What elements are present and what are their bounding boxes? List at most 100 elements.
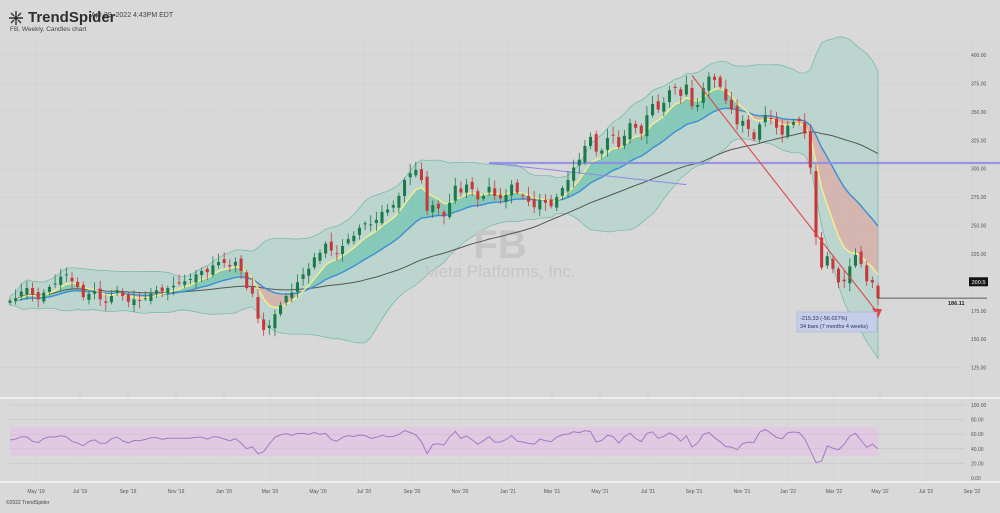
- rsi-tick-label: 100.00: [971, 403, 987, 409]
- candle: [594, 134, 598, 152]
- candle: [791, 122, 795, 125]
- candle: [560, 188, 564, 196]
- brand-logo[interactable]: TrendSpider: [8, 9, 116, 26]
- ema-cloud-segment: [669, 104, 676, 137]
- candle: [279, 305, 283, 315]
- ema-cloud-segment: [573, 179, 580, 195]
- ema-cloud-segment: [652, 120, 659, 148]
- candle: [183, 281, 187, 285]
- candle: [352, 235, 356, 242]
- candle: [262, 319, 266, 331]
- y-tick-label: 275.00: [971, 195, 987, 201]
- candle: [589, 136, 593, 146]
- candle: [628, 123, 632, 140]
- watermark-ticker: FB: [473, 223, 526, 267]
- ema-cloud-segment: [658, 115, 664, 145]
- ema-cloud-segment: [641, 130, 647, 157]
- candle: [775, 118, 779, 128]
- x-tick-label: Jul '20: [357, 489, 372, 495]
- candle: [487, 186, 491, 193]
- brand-name: TrendSpider: [28, 9, 116, 26]
- candle: [31, 288, 35, 295]
- candle: [453, 185, 457, 201]
- candle: [527, 195, 531, 202]
- x-tick-label: May '20: [309, 489, 327, 495]
- ema-cloud-segment: [331, 259, 337, 277]
- ema-cloud-segment: [782, 118, 788, 125]
- candle: [36, 292, 40, 300]
- candle: [476, 191, 480, 200]
- ema-cloud-segment: [336, 256, 343, 275]
- x-tick-label: Nov '21: [734, 489, 751, 495]
- candle: [673, 86, 677, 89]
- candle: [357, 227, 361, 236]
- candle: [222, 259, 226, 264]
- candle: [233, 261, 237, 266]
- candle: [645, 115, 649, 137]
- candle: [194, 274, 198, 283]
- candle: [769, 118, 773, 120]
- candle: [707, 76, 711, 91]
- candle: [667, 90, 671, 103]
- candle: [808, 132, 812, 168]
- candle: [47, 286, 51, 292]
- candle: [166, 288, 170, 294]
- ema-cloud-segment: [663, 109, 670, 141]
- y-tick-label: 300.00: [971, 167, 987, 173]
- ema-cloud-segment: [517, 192, 523, 200]
- candle: [820, 237, 824, 268]
- ema-cloud-segment: [314, 272, 320, 287]
- candle: [301, 274, 305, 279]
- ema-cloud-segment: [861, 205, 867, 263]
- y-tick-label: 375.00: [971, 81, 987, 87]
- candle: [245, 272, 249, 289]
- candle: [634, 123, 638, 128]
- ema-cloud-segment: [697, 97, 704, 122]
- y-tick-label: 325.00: [971, 138, 987, 144]
- candle: [825, 256, 829, 266]
- candle: [470, 181, 474, 190]
- candle: [448, 202, 452, 218]
- candle: [14, 298, 18, 302]
- y-tick-label: 350.00: [971, 110, 987, 116]
- ema-cloud-segment: [455, 197, 461, 212]
- candle: [436, 203, 440, 209]
- candle: [617, 137, 621, 148]
- candle: [729, 99, 733, 110]
- candle: [126, 294, 130, 302]
- current-price-label: 200.5: [972, 280, 986, 286]
- candle: [312, 257, 316, 268]
- candle: [171, 285, 175, 288]
- candle: [656, 101, 660, 110]
- candle: [81, 284, 85, 298]
- candle: [369, 224, 373, 226]
- candle: [538, 200, 542, 210]
- ema-cloud-segment: [872, 218, 878, 275]
- ema-cloud-segment: [579, 171, 585, 192]
- candle: [188, 278, 192, 280]
- candle: [143, 298, 147, 300]
- trend-line: [489, 162, 687, 186]
- ema-cloud-segment: [325, 261, 332, 280]
- ema-cloud-segment: [466, 192, 473, 208]
- candle: [132, 299, 136, 306]
- ema-short-line: [9, 88, 879, 309]
- rsi-line: [9, 428, 879, 464]
- candle: [555, 197, 559, 208]
- x-tick-label: Jan '20: [216, 489, 232, 495]
- candle: [403, 180, 407, 196]
- candle: [831, 258, 835, 269]
- candle: [380, 211, 384, 224]
- ema-cloud-segment: [483, 192, 490, 205]
- ema-cloud-segment: [680, 97, 687, 129]
- y-tick-label: 250.00: [971, 224, 987, 230]
- price-line-label: 186.11: [948, 301, 965, 307]
- candle: [515, 182, 519, 193]
- candle: [391, 205, 395, 208]
- candle: [735, 106, 739, 125]
- ema-cloud-segment: [584, 162, 591, 188]
- candle: [701, 88, 705, 104]
- candle: [87, 293, 91, 300]
- ema-cloud-segment: [415, 187, 422, 222]
- x-tick-label: Nov '19: [168, 489, 185, 495]
